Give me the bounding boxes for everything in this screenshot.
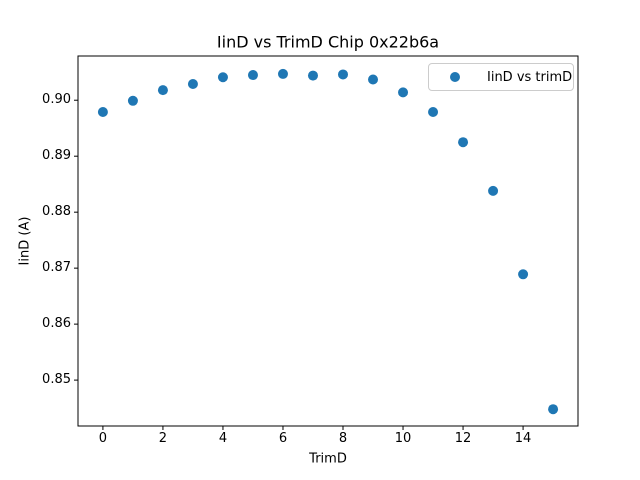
y-tick-label: 0.89 [42, 148, 71, 164]
y-tick-label: 0.85 [42, 372, 71, 388]
data-point [398, 87, 409, 98]
x-tick-label: 6 [278, 431, 288, 446]
x-tick-label: 8 [338, 431, 348, 446]
x-tick-label: 14 [514, 431, 532, 446]
x-tick-label: 12 [454, 431, 472, 446]
chart-title: IinD vs TrimD Chip 0x22b6a [216, 32, 440, 52]
data-point [97, 106, 108, 117]
data-point [307, 70, 318, 81]
data-point [428, 106, 439, 117]
data-point [488, 185, 499, 196]
x-tick-label: 0 [98, 431, 108, 446]
data-point [548, 404, 559, 415]
x-tick-label: 4 [218, 431, 228, 446]
y-tick-label: 0.90 [42, 92, 71, 108]
y-tick-label: 0.88 [42, 204, 71, 220]
data-point [127, 95, 138, 106]
axes-spines [77, 55, 579, 427]
legend-label: IinD vs trimD [487, 69, 573, 85]
data-point [368, 74, 379, 85]
data-point [187, 78, 198, 89]
data-point [338, 69, 349, 80]
data-point [277, 68, 288, 79]
data-point [157, 85, 168, 96]
y-tick-label: 0.86 [42, 316, 71, 332]
data-point [217, 72, 228, 83]
x-tick-label: 2 [158, 431, 168, 446]
y-axis-label: IinD (A) [17, 216, 33, 266]
x-tick-label: 10 [394, 431, 412, 446]
x-axis-label: TrimD [309, 451, 347, 467]
legend-marker-icon [450, 72, 460, 82]
legend: IinD vs trimD [428, 63, 574, 91]
y-tick-label: 0.87 [42, 260, 71, 276]
data-point [458, 137, 469, 148]
data-point [247, 70, 258, 81]
data-point [518, 269, 529, 280]
